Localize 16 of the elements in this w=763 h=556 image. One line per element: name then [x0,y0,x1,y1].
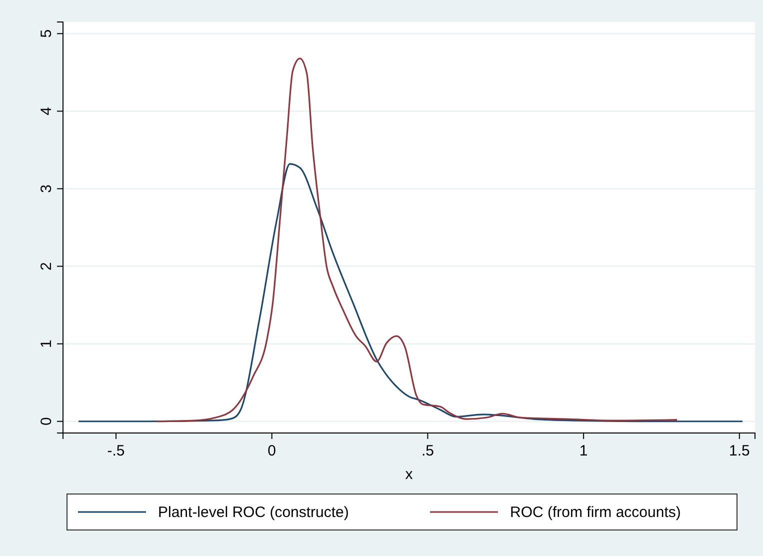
y-tick-label: 4 [38,107,55,116]
x-tick-label: 1 [579,442,588,460]
x-axis-title: x [405,466,414,483]
legend-label: ROC (from firm accounts) [510,504,681,521]
line-series [156,58,678,422]
x-tick-label: 0 [268,442,276,460]
y-tick-label: 2 [38,262,55,270]
y-tick-label: 1 [38,340,55,348]
x-tick-label: 1.5 [728,442,750,460]
x-tick-label: .5 [421,442,434,460]
y-tick-label: 0 [38,417,55,426]
legend-label: Plant-level ROC (constructe) [158,504,349,521]
x-tick-label: -.5 [107,442,125,460]
y-tick-label: 5 [38,29,55,38]
line-series [78,163,744,422]
y-tick-label: 3 [38,184,55,193]
